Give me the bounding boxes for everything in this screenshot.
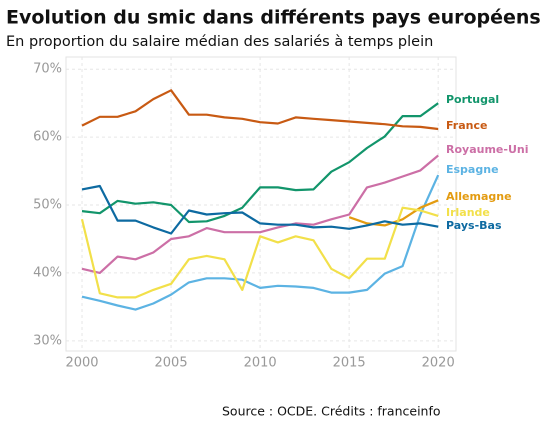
x-tick-label: 2000 — [65, 356, 98, 371]
y-tick-label: 50% — [33, 198, 62, 213]
legend-label: Pays-Bas — [446, 219, 502, 232]
source: Source : OCDE. Crédits : franceinfo — [222, 404, 441, 419]
y-tick-label: 70% — [33, 62, 62, 77]
y-tick-label: 40% — [33, 265, 62, 280]
x-tick-label: 2020 — [422, 356, 455, 371]
x-tick-label: 2005 — [155, 356, 188, 371]
legend-label: Espagne — [446, 163, 499, 176]
x-tick-label: 2010 — [244, 356, 277, 371]
series-line — [81, 154, 439, 274]
x-tick-label: 2015 — [333, 356, 366, 371]
chart-title: Evolution du smic dans différents pays e… — [6, 7, 540, 29]
legend-label: France — [446, 119, 487, 132]
series-line — [81, 184, 439, 235]
series-line — [81, 102, 439, 224]
legend-label: Portugal — [446, 93, 499, 106]
chart-subtitle: En proportion du salaire médian des sala… — [6, 34, 433, 50]
series-line — [81, 89, 439, 131]
y-tick-label: 30% — [33, 333, 62, 348]
y-tick-label: 60% — [33, 130, 62, 145]
series-line — [80, 206, 439, 299]
legend-label: Irlande — [446, 206, 490, 219]
legend-label: Royaume-Uni — [446, 143, 528, 156]
series-line — [81, 174, 440, 311]
plot-frame — [65, 56, 457, 352]
legend-label: Allemagne — [446, 190, 512, 203]
